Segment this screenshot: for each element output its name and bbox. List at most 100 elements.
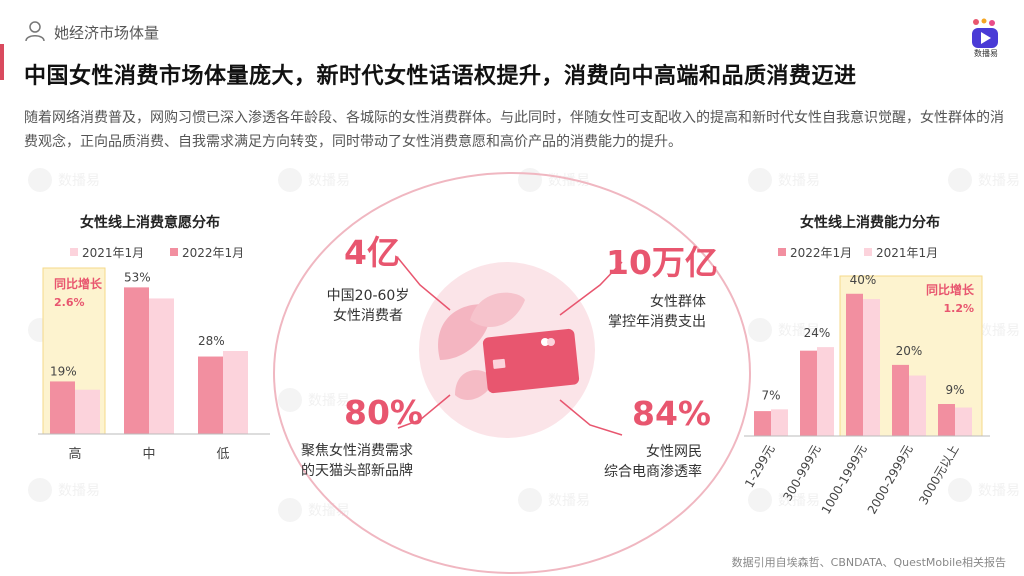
data-label: 19% bbox=[50, 364, 77, 378]
watermark-text: 数播易 bbox=[978, 173, 1020, 189]
bar-2022-2 bbox=[846, 293, 863, 436]
page-title: 中国女性消费市场体量庞大，新时代女性话语权提升，消费向中高端和品质消费迈进 bbox=[24, 64, 857, 89]
bar-2022-1 bbox=[800, 350, 817, 436]
x-tick-label: 2000-2999元 bbox=[865, 443, 916, 517]
left-chart-title: 女性线上消费意愿分布 bbox=[80, 215, 220, 231]
watermark-text: 数播易 bbox=[778, 493, 820, 509]
stat-desc-line: 中国20-60岁 bbox=[326, 288, 410, 304]
left-legend: 2021年1月 2022年1月 bbox=[70, 246, 244, 260]
data-label: 20% bbox=[896, 344, 923, 358]
data-label: 24% bbox=[804, 326, 831, 340]
watermark-text: 数播易 bbox=[978, 483, 1020, 499]
x-tick-label: 1-299元 bbox=[742, 443, 778, 491]
watermark-text: 数播易 bbox=[978, 323, 1020, 339]
x-tick-label: 3000元以上 bbox=[916, 443, 961, 508]
legend-swatch bbox=[864, 248, 872, 256]
connector-lines bbox=[397, 257, 623, 436]
bar-2022-4 bbox=[938, 404, 955, 436]
watermark-logo-icon bbox=[518, 488, 542, 512]
data-label: 9% bbox=[945, 383, 964, 397]
bar-2022-3 bbox=[892, 364, 909, 436]
stat-desc-line: 的天猫头部新品牌 bbox=[301, 463, 413, 479]
bar-2021-1 bbox=[149, 298, 174, 434]
watermark-logo-icon bbox=[948, 478, 972, 502]
legend-swatch bbox=[70, 248, 78, 256]
watermark-text: 数播易 bbox=[778, 323, 820, 339]
source-note: 数据引用自埃森哲、CBNDATA、QuestMobile相关报告 bbox=[731, 556, 1006, 569]
bar-2021-2 bbox=[223, 351, 248, 434]
bar-2021-0 bbox=[75, 389, 100, 434]
legend-label: 2021年1月 bbox=[82, 246, 144, 260]
annotation-value: 2.6% bbox=[54, 296, 85, 309]
user-icon bbox=[25, 21, 45, 42]
stat-tmall-brands-value: 80% bbox=[344, 393, 423, 432]
bar-2022-2 bbox=[198, 356, 223, 434]
watermark-logo-icon bbox=[278, 168, 302, 192]
intro-paragraph: 随着网络消费普及，网购习惯已深入渗透各年龄段、各城际的女性消费群体。与此同时，伴… bbox=[24, 110, 1004, 150]
stat-desc-line: 女性消费者 bbox=[333, 308, 403, 324]
legend-label: 2022年1月 bbox=[182, 246, 244, 260]
annotation-value: 1.2% bbox=[943, 302, 974, 315]
annotation-label: 同比增长 bbox=[54, 276, 103, 291]
data-label: 53% bbox=[124, 270, 151, 284]
stat-women-consumers-desc: 中国20-60岁 女性消费者 bbox=[318, 286, 418, 326]
watermark-text: 数播易 bbox=[548, 493, 590, 509]
bar-2021-4 bbox=[955, 407, 972, 436]
watermark-logo-icon bbox=[748, 488, 772, 512]
data-label: 28% bbox=[198, 334, 225, 348]
annotation-label: 同比增长 bbox=[926, 282, 975, 297]
section-label: 她经济市场体量 bbox=[54, 24, 160, 42]
x-tick-label: 中 bbox=[142, 447, 155, 462]
outer-ring bbox=[273, 172, 751, 574]
watermark-logo-icon bbox=[28, 478, 52, 502]
right-chart-title: 女性线上消费能力分布 bbox=[800, 215, 940, 231]
leaf-icon bbox=[438, 292, 525, 400]
data-label: 40% bbox=[850, 273, 877, 287]
bar-2021-3 bbox=[909, 375, 926, 436]
stat-tmall-brands-desc: 聚焦女性消费需求 的天猫头部新品牌 bbox=[292, 441, 422, 481]
watermark-text: 数播易 bbox=[58, 483, 100, 499]
right-legend: 2022年1月 2021年1月 bbox=[778, 246, 938, 260]
watermark-logo-icon bbox=[948, 168, 972, 192]
stat-spending-desc: 女性群体 掌控年消费支出 bbox=[596, 292, 706, 332]
stat-women-consumers-value: 4亿 bbox=[344, 233, 400, 272]
stat-desc-line: 女性网民 bbox=[646, 444, 702, 460]
watermark-text: 数播易 bbox=[308, 173, 350, 189]
legend-swatch bbox=[170, 248, 178, 256]
watermark-text: 数播易 bbox=[58, 173, 100, 189]
accent-bar bbox=[0, 44, 4, 80]
watermark-logo-icon bbox=[278, 388, 302, 412]
bar-2021-1 bbox=[817, 347, 834, 436]
x-tick-label: 高 bbox=[68, 446, 81, 462]
watermark-logo-icon bbox=[278, 498, 302, 522]
bar-2022-0 bbox=[754, 411, 771, 436]
watermark-text: 数播易 bbox=[778, 173, 820, 189]
logo-text: 数播易 bbox=[974, 49, 998, 58]
legend-label: 2022年1月 bbox=[790, 246, 852, 260]
x-tick-label: 1000-1999元 bbox=[819, 443, 870, 517]
play-logo-icon bbox=[972, 18, 998, 48]
bar-2021-2 bbox=[863, 299, 880, 436]
legend-label: 2021年1月 bbox=[876, 246, 938, 260]
x-tick-label: 300-999元 bbox=[780, 443, 823, 504]
watermark-logo-icon bbox=[748, 168, 772, 192]
watermark-text: 数播易 bbox=[308, 393, 350, 409]
credit-card-icon bbox=[482, 328, 580, 394]
stat-desc-line: 聚焦女性消费需求 bbox=[301, 443, 413, 459]
stat-desc-line: 掌控年消费支出 bbox=[608, 314, 706, 330]
bar-2022-1 bbox=[124, 287, 149, 434]
brand-logo: 数播易 bbox=[968, 18, 1004, 58]
legend-swatch bbox=[778, 248, 786, 256]
data-label: 7% bbox=[761, 388, 780, 402]
watermark-logo-icon bbox=[28, 168, 52, 192]
stat-desc-line: 女性群体 bbox=[650, 294, 706, 310]
x-tick-label: 低 bbox=[216, 447, 229, 462]
stat-spending-value: 10万亿 bbox=[606, 243, 718, 282]
stat-ecommerce-value: 84% bbox=[632, 394, 711, 433]
stat-desc-line: 综合电商渗透率 bbox=[604, 464, 702, 480]
bar-2021-0 bbox=[771, 409, 788, 436]
